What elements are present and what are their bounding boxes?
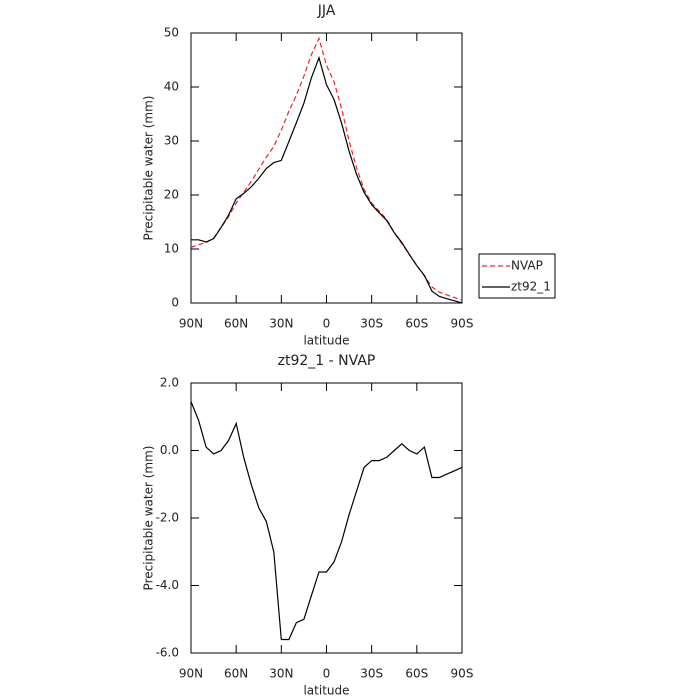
y-axis-label: Precipitable water (mm) [142, 96, 156, 241]
x-tick-label: 90S [451, 667, 474, 681]
y-tick-label: 40 [164, 80, 179, 94]
chart-title: JJA [317, 3, 336, 19]
y-tick-label: 0 [171, 296, 179, 310]
chart-title: zt92_1 - NVAP [278, 353, 376, 369]
data-line [191, 55, 463, 304]
data-line [190, 36, 463, 301]
y-tick-label: 20 [164, 188, 179, 202]
y-tick-label: 0.0 [160, 443, 179, 457]
y-axis-label: Precipitable water (mm) [142, 446, 156, 591]
plot-frame [190, 32, 463, 304]
x-tick-label: 30S [360, 317, 383, 331]
data-line [190, 401, 463, 641]
y-tick-label: 10 [164, 242, 179, 256]
plot-frame [190, 382, 463, 654]
legend-label: NVAP [511, 259, 543, 273]
x-tick-label: 90N [179, 667, 203, 681]
x-tick-label: 30N [269, 667, 293, 681]
x-tick-label: 60N [224, 317, 248, 331]
x-tick-label: 60N [224, 667, 248, 681]
y-tick-label: -6.0 [156, 646, 179, 660]
x-tick-label: 90S [451, 317, 474, 331]
x-tick-label: 90N [179, 317, 203, 331]
y-tick-label: -4.0 [156, 578, 179, 592]
x-axis-label: latitude [303, 684, 349, 698]
x-tick-label: 30N [269, 317, 293, 331]
x-axis-label: latitude [303, 334, 349, 348]
x-tick-label: 60S [405, 667, 428, 681]
x-tick-label: 0 [323, 667, 331, 681]
legend-label: zt92_1 [511, 280, 551, 294]
y-tick-label: 30 [164, 134, 179, 148]
y-tick-label: 50 [164, 26, 179, 40]
y-tick-label: 2.0 [160, 376, 179, 390]
x-tick-label: 60S [405, 317, 428, 331]
legend-box [478, 253, 556, 299]
y-tick-label: -2.0 [156, 511, 179, 525]
x-tick-label: 30S [360, 667, 383, 681]
x-tick-label: 0 [323, 317, 331, 331]
